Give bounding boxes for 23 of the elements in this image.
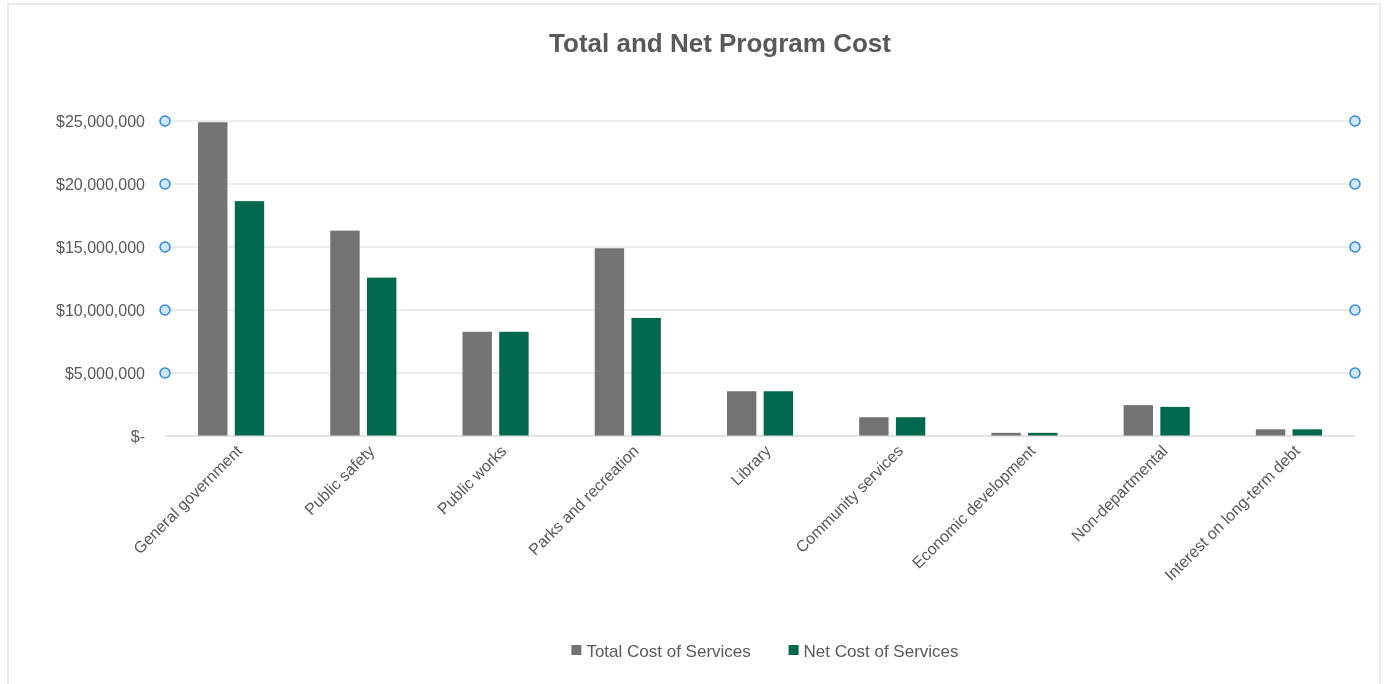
bar: [330, 230, 360, 436]
y-tick-label: $10,000,000: [56, 301, 146, 319]
y-tick-label: $5,000,000: [64, 364, 146, 382]
bar: [499, 331, 529, 436]
bar: [631, 317, 661, 436]
bar: [198, 122, 228, 436]
bar: [367, 277, 397, 436]
legend-label: Total Cost of Services: [586, 641, 751, 661]
bar: [726, 391, 757, 436]
y-tick-label: $15,000,000: [56, 238, 146, 256]
y-tick-label: $20,000,000: [56, 175, 146, 193]
y-tick-label: $-: [130, 427, 145, 445]
bar: [234, 201, 265, 436]
y-tick-label: $25,000,000: [56, 112, 146, 130]
bar: [1123, 405, 1153, 436]
chart-title: Total and Net Program Cost: [549, 28, 892, 58]
bar: [462, 331, 492, 436]
bar: [895, 417, 926, 436]
bar: [1160, 406, 1190, 436]
legend-label: Net Cost of Services: [803, 641, 959, 661]
bar: [594, 248, 625, 436]
bar: [763, 391, 794, 436]
bar: [859, 417, 889, 436]
